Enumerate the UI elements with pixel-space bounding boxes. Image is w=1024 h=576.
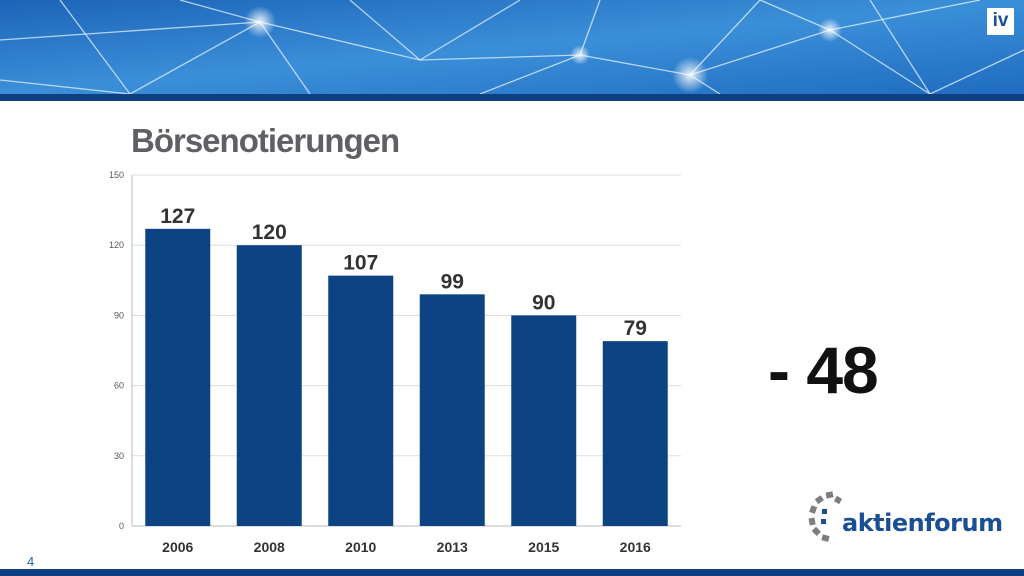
aktienforum-logo: aktienforum	[808, 489, 1003, 545]
bar	[602, 341, 668, 526]
y-tick-label: 60	[114, 381, 124, 391]
header-divider	[0, 94, 1024, 101]
x-tick-label: 2006	[162, 539, 193, 555]
bar	[511, 315, 577, 526]
aktienforum-logo-text: aktienforum	[842, 509, 1003, 537]
data-label: 90	[532, 291, 555, 314]
x-tick-label: 2008	[254, 539, 285, 555]
y-tick-label: 120	[109, 240, 124, 250]
x-tick-label: 2016	[620, 539, 651, 555]
x-tick-label: 2013	[437, 539, 468, 555]
footer-divider	[0, 569, 1024, 576]
y-tick-label: 90	[114, 310, 124, 320]
iv-logo: iv	[987, 8, 1014, 35]
bar	[236, 245, 302, 526]
bar	[419, 294, 485, 526]
y-tick-label: 0	[119, 521, 124, 531]
data-label: 79	[624, 317, 647, 340]
y-tick-label: 30	[114, 451, 124, 461]
bar	[328, 275, 394, 526]
network-background	[0, 0, 1024, 94]
y-tick-label: 150	[109, 170, 124, 180]
data-label: 107	[343, 252, 378, 275]
data-label: 99	[441, 270, 464, 293]
bar	[145, 228, 211, 526]
x-tick-label: 2015	[528, 539, 559, 555]
data-label: 127	[160, 205, 195, 228]
x-tick-label: 2010	[345, 539, 376, 555]
delta-value: - 48	[768, 333, 879, 407]
data-label: 120	[252, 221, 287, 244]
header-banner	[0, 0, 1024, 94]
slide-title: Börsenotierungen	[131, 122, 400, 159]
aktienforum-logo-icon	[808, 491, 843, 542]
page-number: 4	[27, 554, 35, 569]
